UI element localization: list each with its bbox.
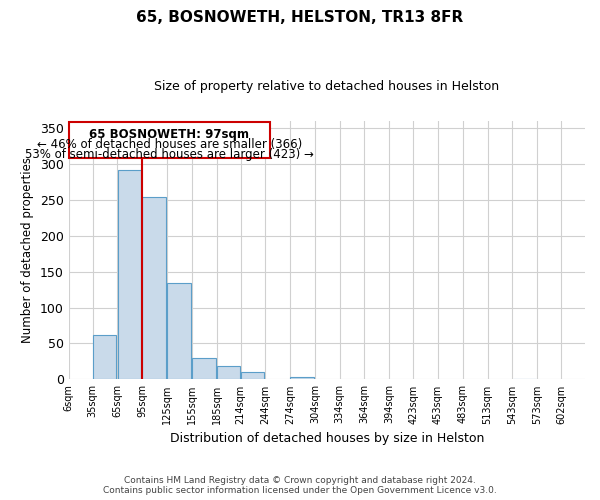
Text: 65 BOSNOWETH: 97sqm: 65 BOSNOWETH: 97sqm: [89, 128, 250, 140]
Bar: [142, 197, 166, 380]
X-axis label: Distribution of detached houses by size in Helston: Distribution of detached houses by size …: [170, 432, 484, 445]
Bar: [93, 335, 116, 380]
Y-axis label: Number of detached properties: Number of detached properties: [22, 157, 34, 343]
Title: Size of property relative to detached houses in Helston: Size of property relative to detached ho…: [154, 80, 499, 93]
Bar: [118, 170, 141, 380]
Bar: [241, 372, 264, 380]
Text: Contains HM Land Registry data © Crown copyright and database right 2024.
Contai: Contains HM Land Registry data © Crown c…: [103, 476, 497, 495]
Text: ← 46% of detached houses are smaller (366): ← 46% of detached houses are smaller (36…: [37, 138, 302, 151]
Bar: [217, 366, 240, 380]
Text: 65, BOSNOWETH, HELSTON, TR13 8FR: 65, BOSNOWETH, HELSTON, TR13 8FR: [136, 10, 464, 25]
Bar: [68, 122, 270, 158]
Text: 53% of semi-detached houses are larger (423) →: 53% of semi-detached houses are larger (…: [25, 148, 314, 161]
Bar: [167, 283, 191, 380]
Bar: [512, 378, 536, 380]
Bar: [290, 378, 314, 380]
Bar: [192, 358, 215, 380]
